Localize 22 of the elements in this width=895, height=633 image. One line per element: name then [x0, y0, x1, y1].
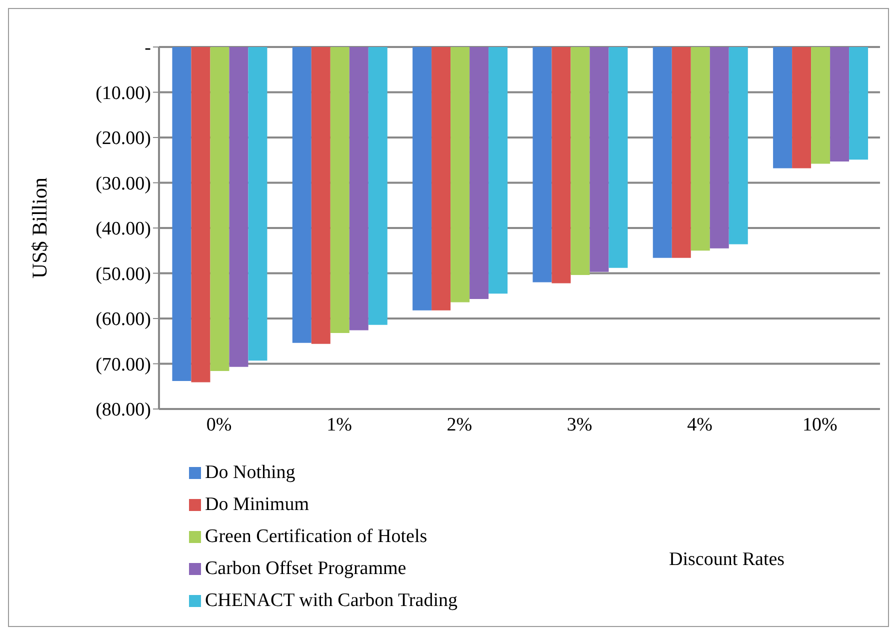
x-tick-label: 10%: [802, 414, 838, 436]
legend-label: Do Minimum: [205, 493, 309, 517]
y-tick-label: (20.00): [96, 128, 151, 150]
y-tick-label: (60.00): [96, 309, 151, 330]
y-tick-label: (30.00): [96, 173, 151, 194]
y-tick-label: (10.00): [96, 82, 151, 104]
x-tick-label: 1%: [326, 414, 352, 436]
legend-label: CHENACT with Carbon Trading: [205, 589, 458, 613]
legend-label: Carbon Offset Programme: [205, 557, 406, 581]
y-tick-label: (50.00): [96, 264, 151, 285]
y-tick-label: (40.00): [96, 218, 151, 240]
x-tick-label: 0%: [206, 414, 232, 436]
legend-label: Do Nothing: [205, 461, 296, 485]
y-tick-label: -: [144, 38, 151, 59]
text: Discount Rates: [669, 549, 785, 571]
y-tick-label: (70.00): [96, 354, 151, 376]
x-tick-label: 3%: [566, 414, 592, 436]
y-tick-label: (80.00): [96, 400, 151, 421]
x-tick-label: 2%: [446, 414, 472, 436]
legend-label: Green Certification of Hotels: [205, 525, 428, 549]
y-axis-title: US$ Billion: [27, 177, 52, 278]
x-tick-label: 4%: [687, 414, 713, 436]
